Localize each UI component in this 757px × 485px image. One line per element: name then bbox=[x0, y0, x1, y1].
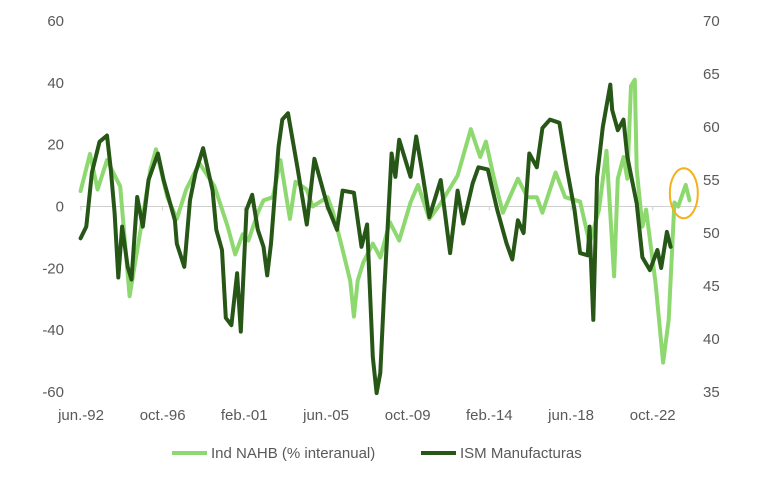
y-right-tick-label: 60 bbox=[703, 119, 720, 136]
x-tick-label: oct.-96 bbox=[140, 407, 186, 424]
y-right-tick-label: 70 bbox=[703, 13, 720, 30]
series-lines bbox=[78, 77, 692, 396]
x-tick-label: oct.-22 bbox=[630, 407, 676, 424]
annotations bbox=[668, 167, 699, 220]
legend: Ind NAHB (% interanual) ISM Manufacturas bbox=[172, 445, 582, 462]
y-left-tick-label: 20 bbox=[47, 137, 64, 154]
y-left-tick-label: 60 bbox=[47, 13, 64, 30]
y-right-tick-label: 35 bbox=[703, 384, 720, 401]
x-tick-label: jun.-18 bbox=[547, 407, 594, 424]
y-right-tick-label: 55 bbox=[703, 172, 720, 189]
x-tick-label: jun.-92 bbox=[57, 407, 104, 424]
y-left-tick-label: 0 bbox=[56, 199, 64, 216]
y-right-tick-label: 40 bbox=[703, 331, 720, 348]
highlight-ellipse bbox=[668, 167, 699, 220]
y-left-tick-label: -60 bbox=[42, 384, 64, 401]
legend-label: Ind NAHB (% interanual) bbox=[211, 445, 375, 462]
y-right-tick-label: 45 bbox=[703, 278, 720, 295]
x-tick-label: feb.-14 bbox=[466, 407, 513, 424]
y-right-tick-label: 65 bbox=[703, 66, 720, 83]
x-tick-label: feb.-01 bbox=[221, 407, 268, 424]
x-tick-label: oct.-09 bbox=[385, 407, 431, 424]
series-line-ism bbox=[78, 82, 673, 396]
y-left-tick-label: -20 bbox=[42, 260, 64, 277]
series-line-nahb bbox=[78, 77, 692, 365]
legend-label: ISM Manufacturas bbox=[460, 445, 582, 462]
axes: 60 40 20 0 -20 -40 -60 70 65 60 55 50 45 40 35 jun.-92 o… bbox=[42, 13, 719, 424]
y-right-tick-label: 50 bbox=[703, 225, 720, 242]
x-tick-label: jun.-05 bbox=[302, 407, 349, 424]
y-left-tick-label: 40 bbox=[47, 75, 64, 92]
y-left-tick-label: -40 bbox=[42, 322, 64, 339]
